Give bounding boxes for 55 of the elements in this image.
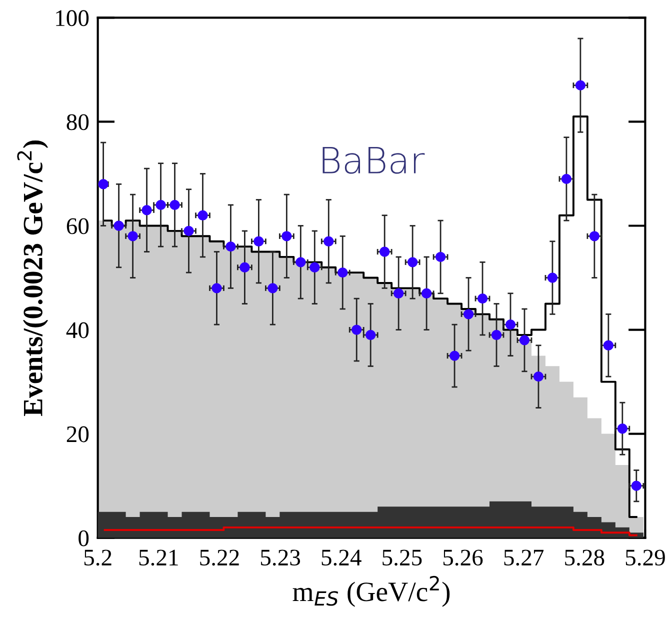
point xyxy=(561,174,572,184)
x-tick-label: 5.21 xyxy=(139,550,178,566)
x-axis-title: m$_{ES}$ (GeV/c$^{2}$) xyxy=(292,576,450,607)
point xyxy=(324,236,334,246)
annotation: BaBar xyxy=(322,146,425,174)
point xyxy=(631,480,642,491)
point xyxy=(226,241,236,252)
x-tick-label: 5.28 xyxy=(565,550,604,566)
point xyxy=(547,272,558,283)
point xyxy=(268,283,278,294)
point xyxy=(352,324,362,335)
point xyxy=(366,330,376,340)
point xyxy=(380,246,390,257)
point xyxy=(533,372,544,382)
x-tick-label: 5.26 xyxy=(443,550,483,566)
y-tick-label: 100 xyxy=(56,10,89,26)
point xyxy=(505,319,516,330)
y-tick-label: 0 xyxy=(78,530,89,546)
point xyxy=(240,262,250,272)
point xyxy=(128,231,138,242)
point xyxy=(338,267,348,278)
point xyxy=(184,226,194,236)
y-tick-label: 80 xyxy=(66,114,89,130)
y-tick-label: 20 xyxy=(66,426,89,442)
point xyxy=(393,288,404,298)
point xyxy=(212,283,222,294)
x-tick-label: 5.25 xyxy=(382,550,422,566)
point xyxy=(310,262,320,272)
x-tick-label: 5.2 xyxy=(84,550,112,566)
point xyxy=(407,257,418,268)
point xyxy=(114,220,124,231)
point xyxy=(603,340,614,350)
point xyxy=(491,330,502,340)
point xyxy=(421,288,432,298)
x-tick-label: 5.29 xyxy=(626,550,665,566)
point xyxy=(142,205,152,216)
x-tick-label: 5.27 xyxy=(504,550,544,566)
point xyxy=(617,424,628,434)
y-tick-label: 40 xyxy=(66,322,89,338)
point xyxy=(589,231,600,242)
point xyxy=(519,335,530,346)
point xyxy=(198,210,208,220)
point xyxy=(477,293,488,304)
y-tick-label: 60 xyxy=(66,218,89,234)
point xyxy=(282,231,292,242)
point xyxy=(463,309,474,320)
point xyxy=(296,257,306,268)
point xyxy=(435,252,446,262)
point xyxy=(449,350,460,361)
point xyxy=(254,236,264,246)
x-tick-label: 5.23 xyxy=(260,550,300,566)
y-axis-title: Events/(0.0023 GeV/c$^{2}$) xyxy=(17,140,48,416)
point xyxy=(575,80,586,90)
x-tick-label: 5.22 xyxy=(200,550,239,566)
x-tick-label: 5.24 xyxy=(322,550,362,566)
